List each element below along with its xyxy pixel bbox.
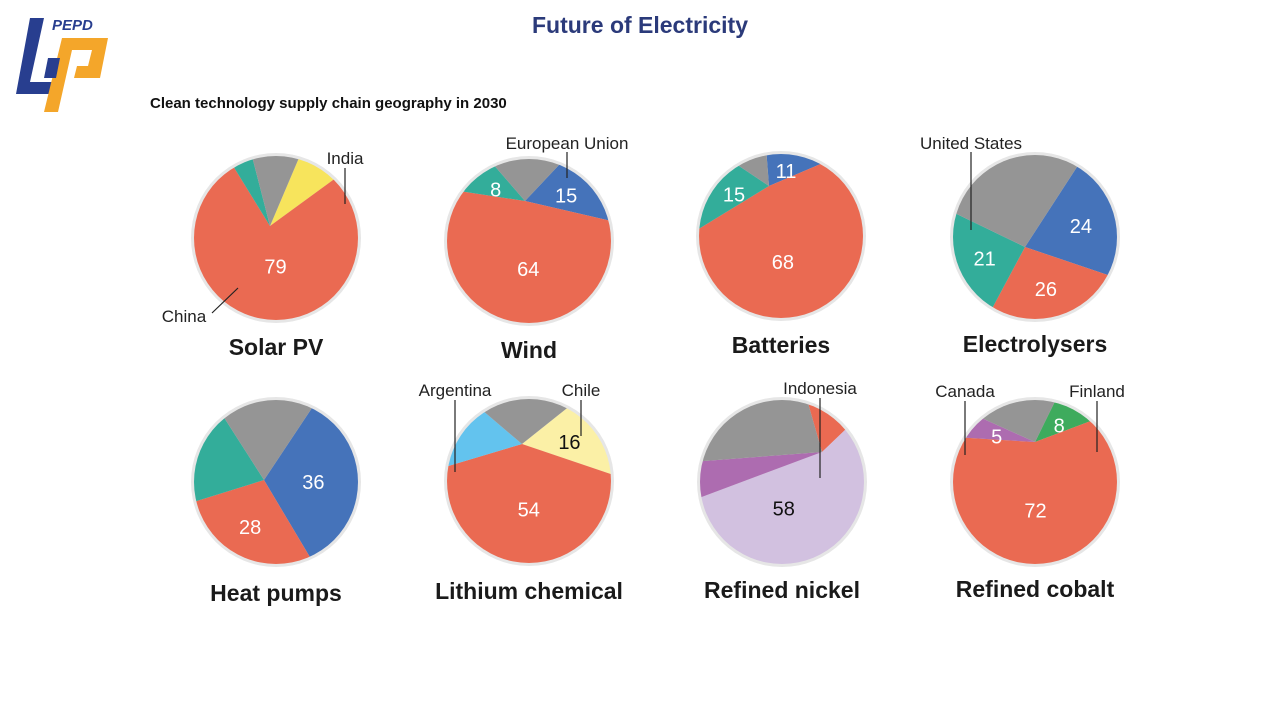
page-title: Future of Electricity [532,12,748,38]
pie-chart-wind: 15 64 8 European Union Wind [444,134,628,363]
pie-chart-solar-pv: 79 India China Solar PV [162,149,364,360]
slice-value-label: 64 [517,259,539,281]
slice-value-label: 58 [773,499,795,521]
slice-value-label: 5 [991,427,1002,449]
pie-slice-canada [964,417,1035,442]
pie-slice-rest-of-world [483,399,569,444]
pie-slice-other-region-teal- [233,157,270,226]
chart-title: Clean technology supply chain geography … [150,95,507,112]
pie-chart-name: Batteries [732,332,830,358]
slice-value-label: 11 [776,161,797,183]
pie-slice-china [447,191,611,323]
pie-slice-rest-of-world [954,155,1079,247]
pie-slice-other-region-teal- [461,165,525,201]
callout-label: Canada [935,382,995,401]
slice-value-label: 15 [555,186,577,208]
pie-chart-name: Heat pumps [210,580,342,606]
pie-slice-china [953,420,1117,564]
pie-chart-name: Lithium chemical [435,578,623,604]
slice-value-label: 21 [973,248,995,270]
pie-slice-other-region-blue- [766,154,823,186]
slice-value-label: 24 [1070,216,1092,238]
pie-slice-european-union [525,163,611,221]
slice-value-label: 8 [490,180,501,202]
slice-value-label: 8 [1054,415,1065,437]
slice-value-label: 26 [1035,279,1057,301]
pepd-logo: PEPD [16,17,108,112]
pie-slice-china [194,166,358,320]
pie-chart-lithium-chemical: 16 54 Chile Argentina Lithium chemical [419,381,623,604]
pie-slice-china [991,247,1110,319]
pie-slice-united-states [953,213,1025,309]
logo-text: PEPD [52,17,93,34]
pie-chart-batteries: 11 68 15 Batteries [696,151,866,358]
pie-slice-other-region-teal- [699,164,769,230]
slice-value-label: 36 [302,472,324,494]
pie-slice-china [699,163,863,318]
pie-chart-name: Refined nickel [704,577,860,603]
pie-slice-china [194,480,311,564]
pie-chart-heat-pumps: 36 28 Heat pumps [191,397,361,606]
callout-leader-line [211,287,239,314]
pie-slice-india [270,157,335,226]
slice-value-label: 28 [239,517,261,539]
callout-label: United States [920,134,1022,153]
callout-label: India [327,149,364,168]
callout-label: Chile [562,381,601,400]
callout-label: Finland [1069,382,1125,401]
pie-chart-refined-nickel: 58 Indonesia Refined nickel [697,379,867,603]
slice-value-label: 54 [518,499,540,521]
callout-label: Indonesia [783,379,857,398]
pie-slice-rest-of-world [981,400,1056,442]
pie-chart-name: Electrolysers [963,331,1107,357]
slice-value-label: 16 [558,432,580,454]
pie-chart-name: Wind [501,337,557,363]
slice-value-label: 68 [772,252,794,274]
slice-value-label: 72 [1024,500,1046,522]
pie-slice-other-region-purple- [700,452,822,498]
pie-slice-rest-of-world [223,400,313,480]
pie-chart-name: Refined cobalt [956,576,1115,602]
pie-slice-china [807,402,847,452]
pie-slice-rest-of-world [493,159,561,201]
callout-label: Argentina [419,381,492,400]
logo-mark-icon [16,18,108,112]
pie-slice-rest-of-world [252,156,300,226]
pie-slice-other-region-teal- [194,416,264,502]
slice-value-label: 15 [723,185,745,207]
callout-label: European Union [506,134,629,153]
pie-chart-electrolysers: 24 26 21 United States Electrolysers [920,134,1120,357]
pie-slice-indonesia [700,428,864,564]
pie-chart-refined-cobalt: 8 72 5 Finland Canada Refined cobalt [935,382,1125,602]
pie-slice-rest-of-world [700,400,822,462]
pie-slice-other-region-blue- [264,406,358,559]
pie-chart-name: Solar PV [229,334,324,360]
pie-slice-argentina [447,411,522,467]
pie-slice-other-region-blue- [1025,165,1117,276]
callout-label: China [162,307,207,326]
pie-slice-china [447,444,611,563]
slice-value-label: 79 [264,256,286,278]
